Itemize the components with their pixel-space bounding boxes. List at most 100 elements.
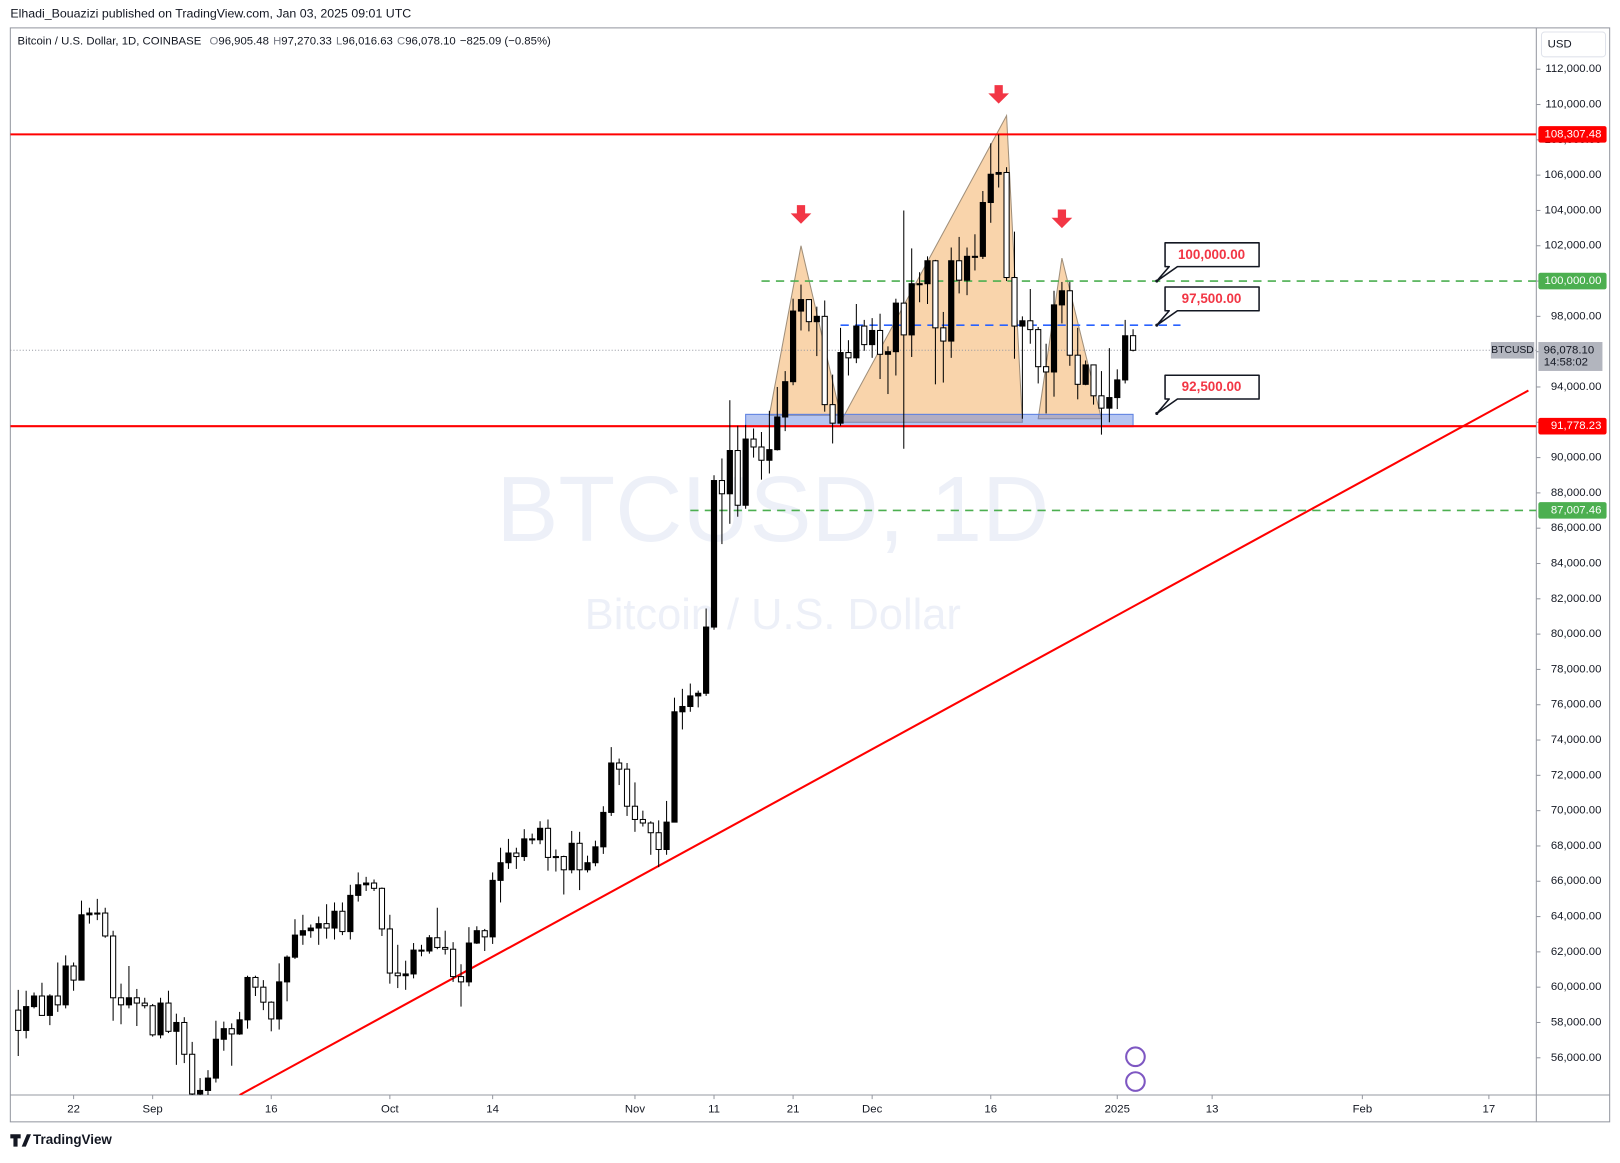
y-tick-label: 110,000.00 — [1545, 99, 1601, 111]
legend-value: 97,270.33 — [281, 35, 332, 47]
candle-body — [718, 480, 726, 495]
candle-body — [616, 762, 623, 770]
candle-body — [979, 201, 986, 257]
candle-body — [363, 882, 370, 886]
candle-body — [110, 935, 117, 999]
candle-body — [117, 997, 125, 1006]
candle-body — [94, 912, 101, 915]
arrow — [1051, 209, 1073, 229]
candle-body — [505, 852, 512, 864]
candle-body — [1082, 364, 1089, 385]
candle-body — [544, 827, 552, 858]
candle-body — [457, 976, 465, 983]
candle-body — [687, 695, 694, 708]
level-label-box — [1538, 126, 1607, 143]
candle-body — [347, 894, 354, 933]
y-tick-label: 62,000.00 — [1551, 946, 1602, 958]
x-tick-label: 16 — [984, 1103, 997, 1115]
y-tick-label: 56,000.00 — [1551, 1052, 1602, 1064]
countdown: 14:58:02 — [1544, 357, 1588, 369]
level-label-box — [1538, 272, 1607, 290]
candle-body — [196, 1089, 204, 1095]
candle-body — [987, 173, 994, 204]
arrow — [790, 205, 812, 224]
candle-body — [204, 1077, 212, 1091]
overlays: 100,000.00 97,500.00 92,500.00 — [790, 85, 1260, 416]
candle-body — [671, 711, 678, 823]
candle-body — [1058, 290, 1066, 306]
x-tick-label: Sep — [143, 1103, 163, 1115]
candle-body — [742, 438, 749, 506]
legend-value: 96,078.10 — [405, 35, 456, 47]
candle-body — [276, 981, 283, 1020]
candle-body — [853, 325, 860, 359]
candle-body — [884, 351, 892, 355]
candle-body — [339, 910, 346, 933]
y-tick-label: 68,000.00 — [1551, 840, 1602, 852]
candle-body — [963, 255, 971, 281]
y-tick-label: 60,000.00 — [1551, 981, 1602, 993]
icon[interactable] — [1125, 1046, 1146, 1068]
symbol-label: BTCUSD — [1491, 345, 1533, 356]
candle-body — [394, 972, 401, 977]
candle-body — [78, 914, 85, 981]
candle-body — [521, 838, 528, 858]
y-tick-label: 106,000.00 — [1545, 169, 1602, 181]
candle-body — [386, 928, 393, 974]
x-tick-label: 22 — [67, 1103, 80, 1115]
candle-body — [307, 927, 314, 932]
candle-body — [370, 882, 378, 889]
x-tick-label: 16 — [265, 1103, 278, 1115]
candle-body — [623, 768, 631, 807]
currency[interactable]: USD — [1548, 38, 1572, 50]
candle-body — [774, 416, 781, 451]
candle-body — [331, 910, 338, 929]
y-tick-label: 64,000.00 — [1551, 911, 1602, 923]
x-tick-label: 11 — [708, 1103, 720, 1115]
icon[interactable] — [1125, 1071, 1146, 1092]
candle-body — [892, 302, 899, 353]
candle-body — [442, 946, 449, 950]
y-tick-label: 88,000.00 — [1551, 487, 1602, 499]
candle-body — [268, 1001, 275, 1020]
x-tick-label: 2025 — [1105, 1103, 1130, 1115]
x-tick-label: 13 — [1206, 1103, 1219, 1115]
candle-body — [837, 352, 844, 424]
candle-body — [900, 302, 907, 336]
x-tick-label: Feb — [1353, 1103, 1373, 1115]
legend-key: L — [336, 35, 342, 47]
candle-body — [30, 995, 38, 1008]
y-tick-label: 102,000.00 — [1545, 240, 1602, 252]
callout-label: 100,000.00 — [1178, 247, 1245, 262]
candle-body — [924, 260, 931, 285]
candle-body — [1050, 304, 1058, 373]
candle-body — [133, 997, 140, 1004]
candle-body — [782, 381, 789, 418]
candle-body — [600, 811, 607, 848]
candle-body — [465, 942, 473, 983]
candle-body — [797, 299, 805, 312]
currency-button[interactable] — [1540, 31, 1607, 58]
candle-body — [536, 827, 544, 841]
candle-body — [655, 832, 662, 851]
callout-box — [1156, 374, 1260, 415]
candle-body — [821, 315, 828, 406]
callout-box — [1156, 286, 1260, 326]
candle-body — [149, 1005, 156, 1036]
y-tick-label: 66,000.00 — [1551, 875, 1602, 887]
candle-body — [695, 692, 702, 697]
candle-body — [189, 1053, 196, 1095]
x-tick-label: Dec — [862, 1103, 883, 1115]
candle-body — [212, 1038, 220, 1079]
plot-area — [10, 113, 1537, 1095]
candle-body — [529, 838, 536, 841]
candle-body — [54, 995, 61, 1006]
legend-key: C — [397, 35, 405, 47]
candle-body — [378, 887, 386, 930]
candle-body — [932, 260, 939, 329]
candle-body — [584, 862, 591, 871]
y-tick-label: 90,000.00 — [1551, 452, 1602, 464]
candle-body — [568, 842, 575, 871]
y-tick-label: 80,000.00 — [1551, 628, 1602, 640]
